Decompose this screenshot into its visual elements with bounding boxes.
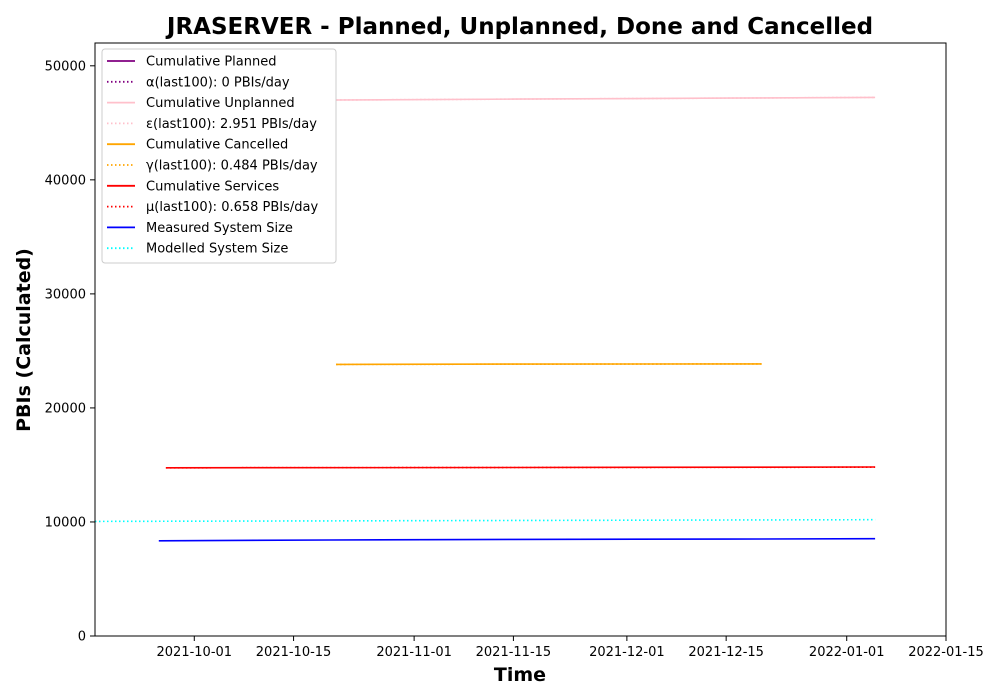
y-tick-label-5: 50000 xyxy=(45,59,86,74)
series-line-5 xyxy=(336,363,762,366)
y-axis-label: PBIs (Calculated) xyxy=(13,248,35,432)
series-line-3 xyxy=(336,96,876,101)
legend-box xyxy=(101,48,337,264)
x-tick-label-4: 2021-12-01 xyxy=(589,645,665,660)
y-tick-label-0: 0 xyxy=(78,630,86,645)
series-line-8 xyxy=(158,537,876,542)
x-tick-label-0: 2021-10-01 xyxy=(157,645,233,660)
legend-label-6: Cumulative Services xyxy=(146,179,279,194)
chart-title: JRASERVER - Planned, Unplanned, Done and… xyxy=(165,14,873,40)
legend-label-0: Cumulative Planned xyxy=(146,55,276,70)
series-line-6 xyxy=(165,466,876,469)
y-tick-label-3: 30000 xyxy=(45,287,86,302)
axis-layer: 2021-10-01 2021-10-15 2021-11-01 2021-11-15… xyxy=(45,59,984,660)
series-line-9 xyxy=(94,518,876,523)
x-tick-label-1: 2021-10-15 xyxy=(256,645,332,660)
x-tick-label-6: 2022-01-01 xyxy=(809,645,885,660)
x-tick-label-2: 2021-11-01 xyxy=(376,645,452,660)
legend-label-1: α(last100): 0 PBIs/day xyxy=(146,75,290,90)
plot-frame xyxy=(94,42,947,637)
legend-label-4: Cumulative Cancelled xyxy=(146,138,288,153)
plot-layer xyxy=(94,96,876,542)
x-axis-label: Time xyxy=(494,664,546,686)
legend-label-7: μ(last100): 0.658 PBIs/day xyxy=(146,200,318,215)
x-tick-label-3: 2021-11-15 xyxy=(476,645,552,660)
y-tick-label-2: 20000 xyxy=(45,401,86,416)
y-tick-label-1: 10000 xyxy=(45,515,86,530)
legend-label-5: γ(last100): 0.484 PBIs/day xyxy=(146,159,318,174)
legend-label-9: Modelled System Size xyxy=(146,242,288,257)
legend-label-3: ε(last100): 2.951 PBIs/day xyxy=(146,117,317,132)
legend-label-2: Cumulative Unplanned xyxy=(146,96,295,111)
legend: Cumulative Planned α(last100): 0 PBIs/day… xyxy=(101,48,337,264)
legend-label-8: Measured System Size xyxy=(146,221,293,236)
x-tick-label-7: 2022-01-15 xyxy=(908,645,984,660)
x-tick-label-5: 2021-12-15 xyxy=(688,645,764,660)
y-tick-label-4: 40000 xyxy=(45,173,86,188)
